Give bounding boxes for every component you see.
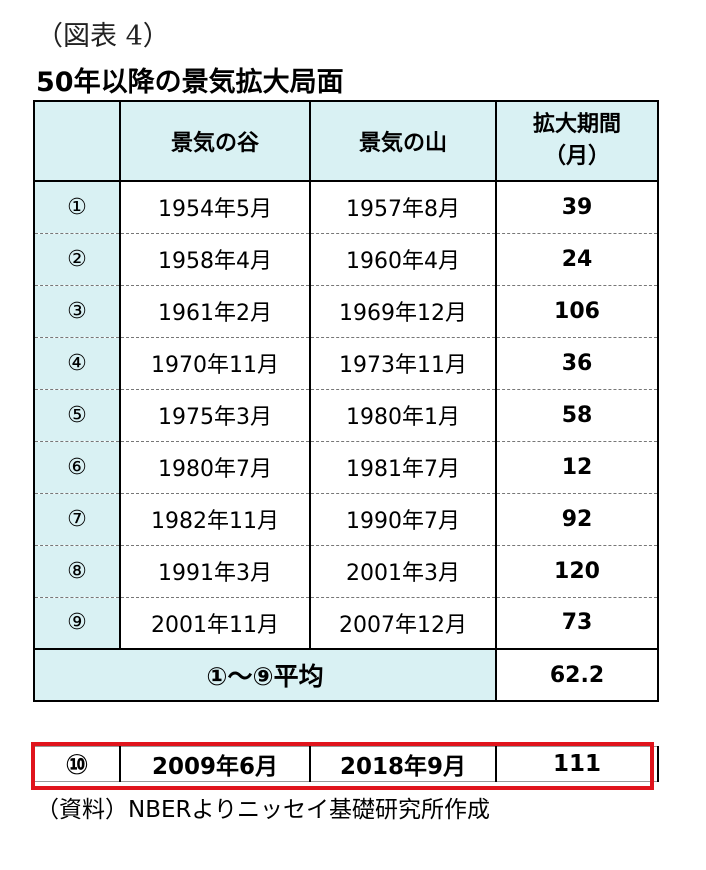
row-peak: 2007年12月 xyxy=(309,596,497,650)
average-row: ①～⑨平均 62.2 xyxy=(33,648,659,702)
latest-trough: 2009年6月 xyxy=(119,746,311,782)
table-row: ⑨ 2001年11月 2007年12月 73 xyxy=(33,596,659,650)
table-row: ③ 1961年2月 1969年12月 106 xyxy=(33,284,659,338)
row-trough: 1982年11月 xyxy=(119,492,311,546)
row-index: ⑥ xyxy=(33,440,121,494)
row-trough: 1961年2月 xyxy=(119,284,311,338)
header-duration-text: 拡大期間 （月） xyxy=(532,112,621,169)
row-months: 106 xyxy=(495,284,659,338)
table-row: ⑤ 1975年3月 1980年1月 58 xyxy=(33,388,659,442)
latest-row: ⑩ 2009年6月 2018年9月 111 xyxy=(33,746,659,782)
figure-label: （図表 4） xyxy=(36,21,170,52)
table-row: ④ 1970年11月 1973年11月 36 xyxy=(33,336,659,390)
table-row: ⑧ 1991年3月 2001年3月 120 xyxy=(33,544,659,598)
table-row: ② 1958年4月 1960年4月 24 xyxy=(33,232,659,286)
row-months: 24 xyxy=(495,232,659,286)
row-months: 12 xyxy=(495,440,659,494)
row-peak: 1981年7月 xyxy=(309,440,497,494)
latest-expansion-table: ⑩ 2009年6月 2018年9月 111 xyxy=(33,746,659,782)
row-trough: 1970年11月 xyxy=(119,336,311,390)
row-peak: 1969年12月 xyxy=(309,284,497,338)
row-peak: 1960年4月 xyxy=(309,232,497,286)
table-title: 50年以降の景気拡大局面 xyxy=(36,67,344,98)
row-index: ② xyxy=(33,232,121,286)
table-row: ① 1954年5月 1957年8月 39 xyxy=(33,180,659,234)
row-months: 92 xyxy=(495,492,659,546)
row-trough: 1991年3月 xyxy=(119,544,311,598)
row-index: ⑦ xyxy=(33,492,121,546)
average-months: 62.2 xyxy=(495,648,659,702)
row-trough: 1958年4月 xyxy=(119,232,311,286)
table-row: ⑦ 1982年11月 1990年7月 92 xyxy=(33,492,659,546)
row-months: 36 xyxy=(495,336,659,390)
row-trough: 1975年3月 xyxy=(119,388,311,442)
row-index: ⑤ xyxy=(33,388,121,442)
row-peak: 1957年8月 xyxy=(309,180,497,234)
source-note: （資料）NBERよりニッセイ基礎研究所作成 xyxy=(36,797,491,823)
header-duration: 拡大期間 （月） xyxy=(495,100,659,182)
row-peak: 1980年1月 xyxy=(309,388,497,442)
row-peak: 1990年7月 xyxy=(309,492,497,546)
row-index: ⑨ xyxy=(33,596,121,650)
row-index: ⑧ xyxy=(33,544,121,598)
row-months: 73 xyxy=(495,596,659,650)
row-index: ④ xyxy=(33,336,121,390)
row-trough: 2001年11月 xyxy=(119,596,311,650)
row-trough: 1980年7月 xyxy=(119,440,311,494)
row-trough: 1954年5月 xyxy=(119,180,311,234)
row-months: 120 xyxy=(495,544,659,598)
row-index: ① xyxy=(33,180,121,234)
latest-months: 111 xyxy=(495,746,659,782)
average-label: ①～⑨平均 xyxy=(33,648,497,702)
row-months: 58 xyxy=(495,388,659,442)
table-header-row: 景気の谷 景気の山 拡大期間 （月） xyxy=(33,100,659,182)
row-peak: 1973年11月 xyxy=(309,336,497,390)
latest-peak: 2018年9月 xyxy=(309,746,497,782)
header-trough: 景気の谷 xyxy=(119,100,311,182)
latest-index: ⑩ xyxy=(33,746,121,782)
row-months: 39 xyxy=(495,180,659,234)
row-index: ③ xyxy=(33,284,121,338)
row-peak: 2001年3月 xyxy=(309,544,497,598)
table-row: ⑥ 1980年7月 1981年7月 12 xyxy=(33,440,659,494)
header-index-cell xyxy=(33,100,121,182)
header-peak: 景気の山 xyxy=(309,100,497,182)
expansion-table: 景気の谷 景気の山 拡大期間 （月） ① 1954年5月 1957年8月 39 … xyxy=(33,100,659,702)
